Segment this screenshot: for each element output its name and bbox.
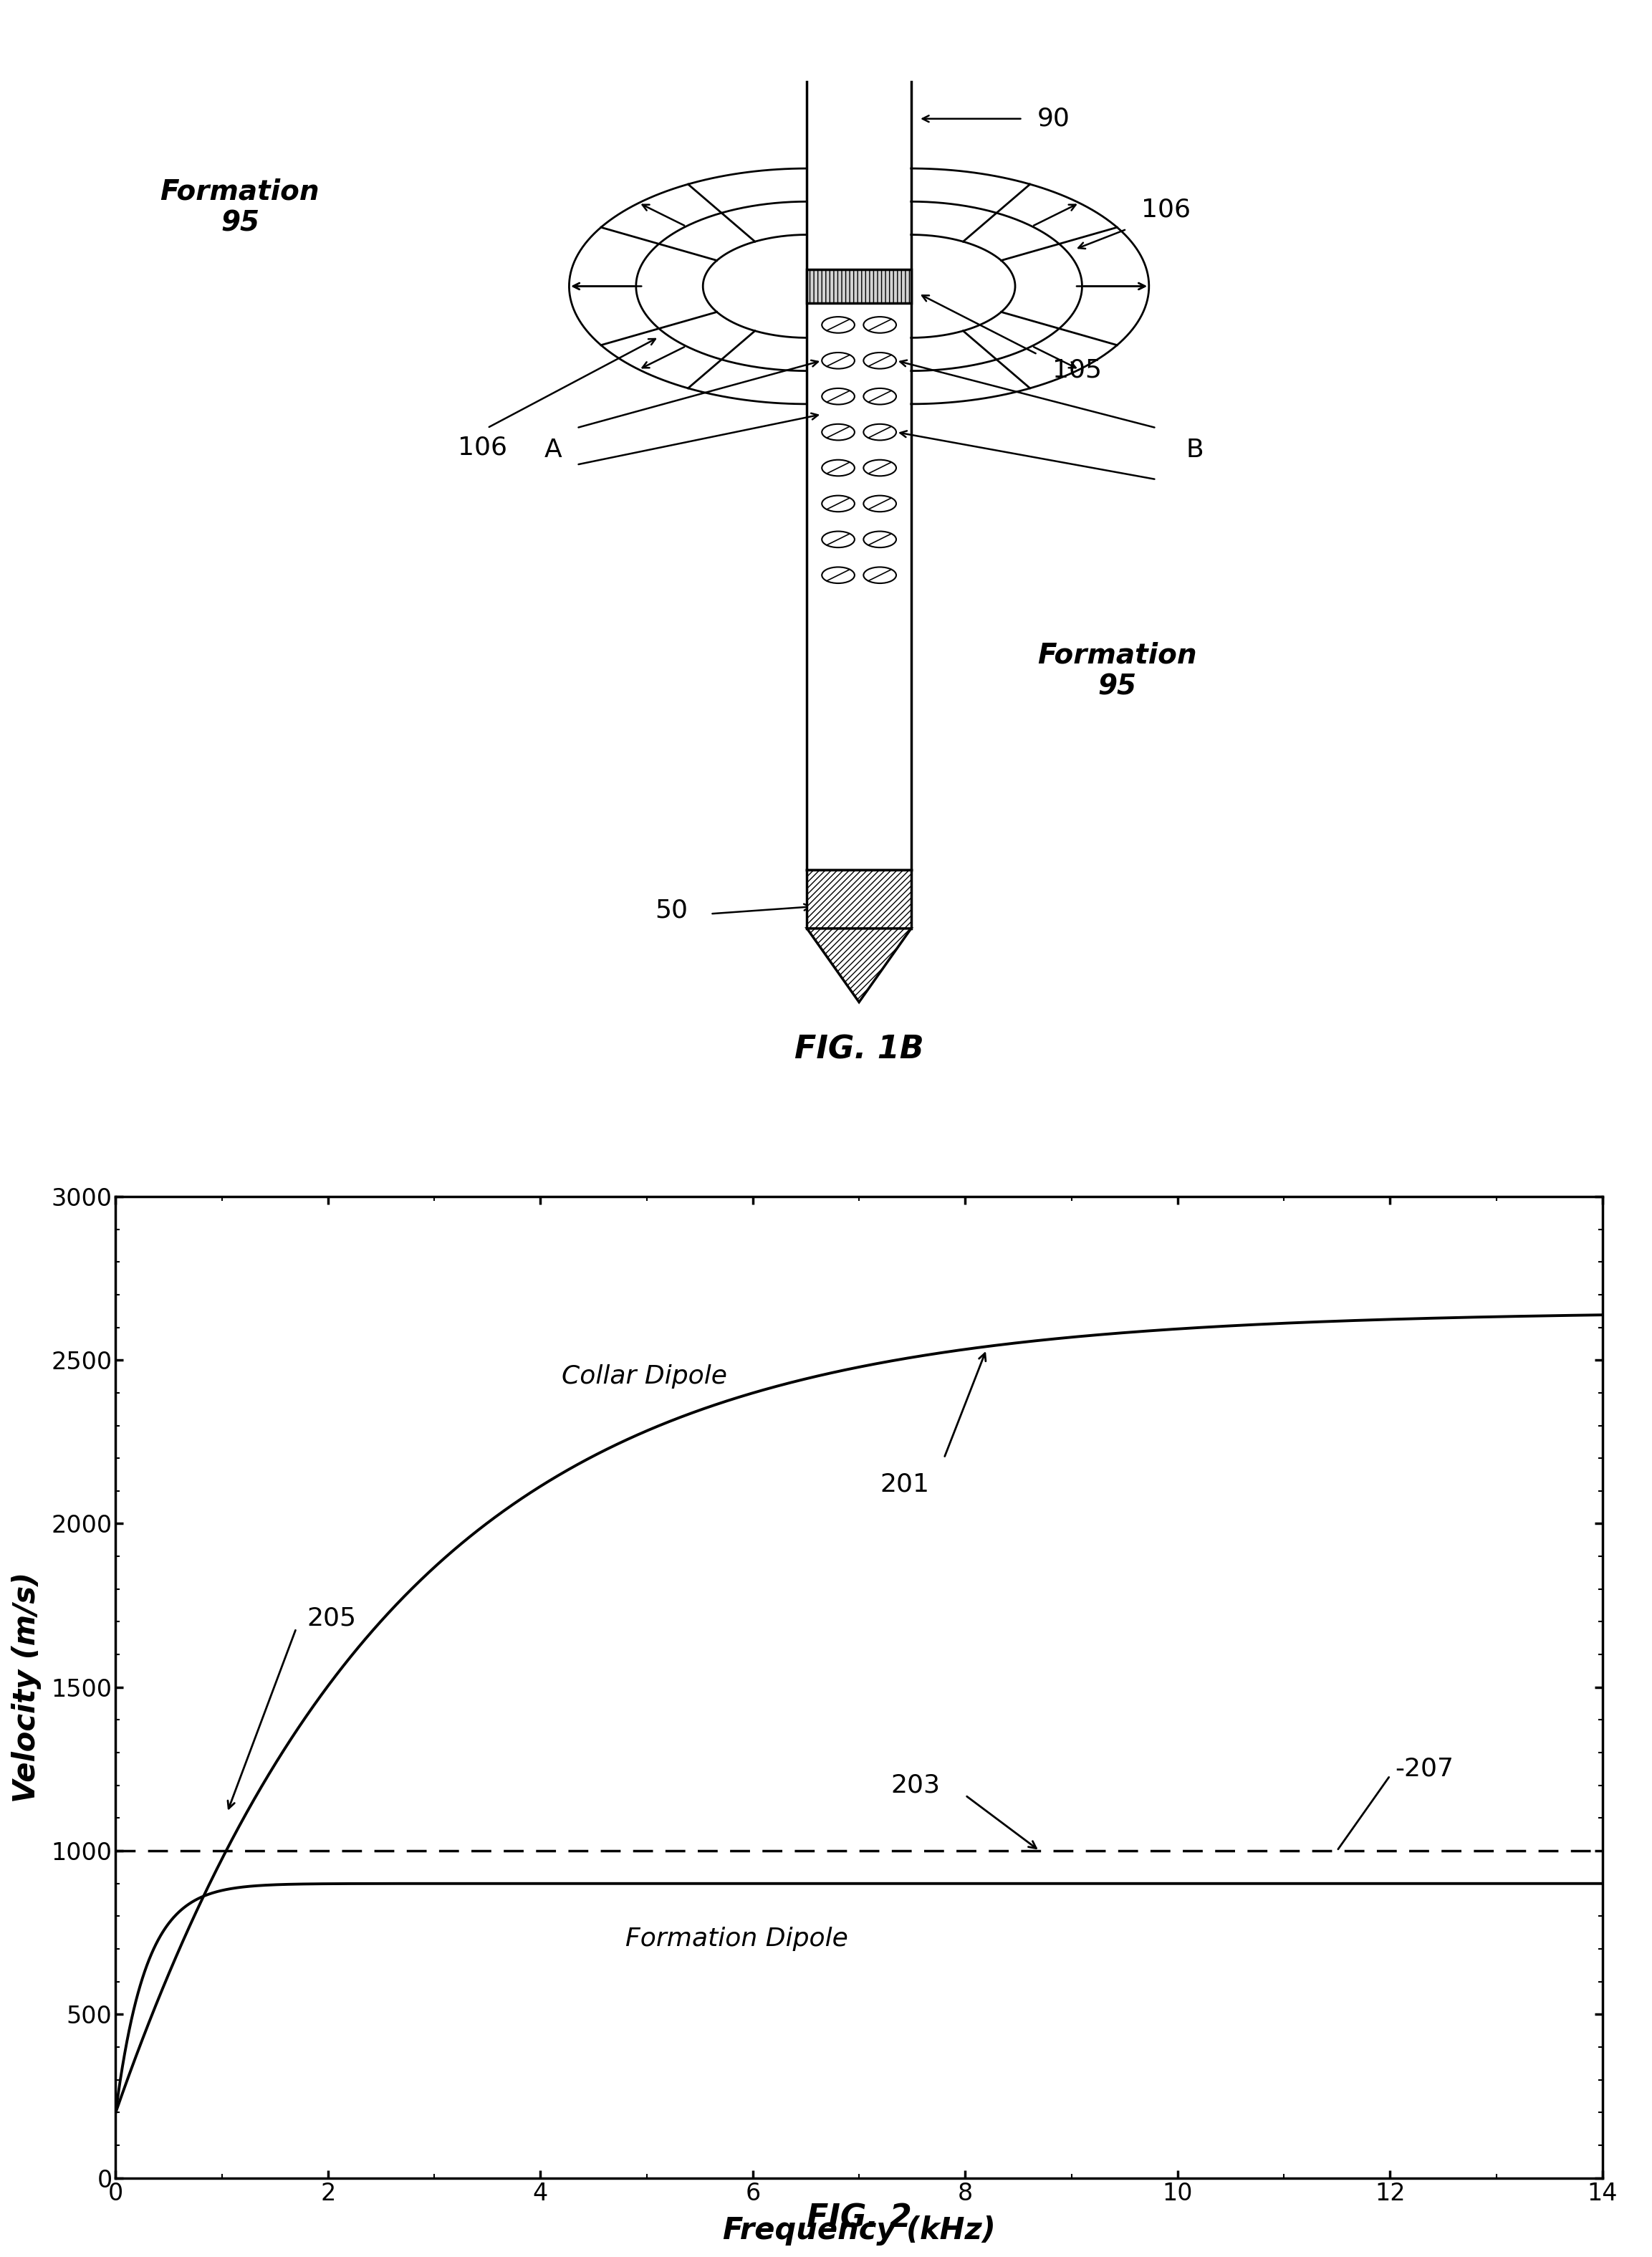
Text: FIG. 2: FIG. 2 — [806, 2203, 912, 2234]
Text: Collar Dipole: Collar Dipole — [562, 1363, 727, 1388]
Text: 105: 105 — [1052, 359, 1102, 381]
Text: 205: 205 — [307, 1607, 357, 1632]
Y-axis label: Velocity (m/s): Velocity (m/s) — [12, 1571, 41, 1803]
X-axis label: Frequency (kHz): Frequency (kHz) — [722, 2214, 996, 2246]
FancyBboxPatch shape — [808, 869, 912, 928]
Text: 50: 50 — [656, 898, 689, 923]
Text: Formation
95: Formation 95 — [1037, 641, 1196, 700]
Text: 203: 203 — [890, 1774, 940, 1797]
Text: 106: 106 — [458, 436, 507, 460]
Text: 201: 201 — [881, 1472, 930, 1496]
Text: FIG. 1B: FIG. 1B — [795, 1034, 923, 1065]
Text: Formation Dipole: Formation Dipole — [626, 1927, 847, 1952]
Text: -207: -207 — [1396, 1756, 1454, 1781]
Text: 90: 90 — [1037, 106, 1070, 131]
Text: B: B — [1186, 438, 1204, 463]
Polygon shape — [808, 928, 912, 1002]
FancyBboxPatch shape — [808, 269, 912, 302]
Text: 106: 106 — [1142, 196, 1191, 221]
Text: Formation
95: Formation 95 — [160, 178, 319, 237]
Text: A: A — [544, 438, 562, 463]
